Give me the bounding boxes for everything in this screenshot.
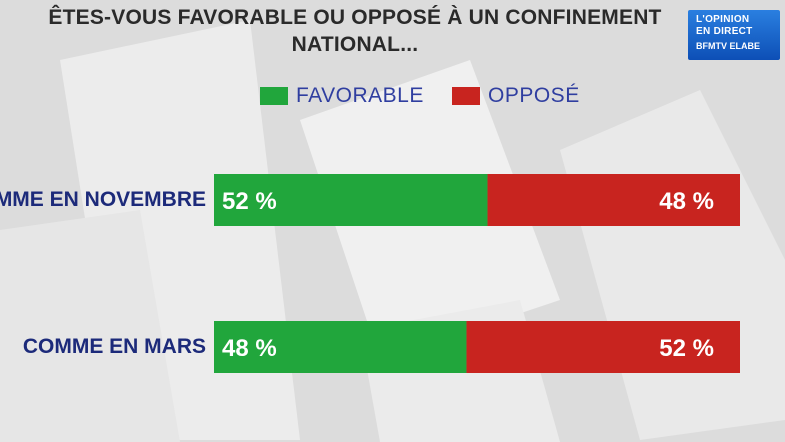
legend-swatch-favorable: [260, 87, 288, 105]
legend-label-favorable: FAVORABLE: [296, 84, 424, 107]
legend-swatch-oppose: [452, 87, 480, 105]
category-label-novembre: COMME EN NOVEMBRE: [0, 188, 206, 211]
data-label-novembre-favorable: 52 %: [222, 188, 277, 215]
data-label-novembre-oppose: 48 %: [659, 188, 714, 215]
data-label-mars-favorable: 48 %: [222, 335, 277, 362]
bar-novembre-favorable: [214, 174, 488, 226]
chart-title: ÊTES-VOUS FAVORABLE OU OPPOSÉ À UN CONFI…: [48, 6, 662, 56]
bar-novembre-oppose: [487, 174, 740, 226]
bar-mars-oppose: [466, 321, 740, 373]
data-label-mars-oppose: 52 %: [659, 335, 714, 362]
legend-item-oppose: OPPOSÉ: [452, 84, 580, 108]
bfmtv-elabe-logo: L'OPINION EN DIRECT BFMTV ELABE: [688, 10, 780, 60]
bar-mars-favorable: [214, 321, 467, 373]
legend-item-favorable: FAVORABLE: [260, 84, 424, 108]
logo-line-3: BFMTV ELABE: [696, 41, 760, 51]
category-label-mars: COMME EN MARS: [22, 335, 206, 358]
logo-line-1: L'OPINION: [696, 14, 750, 25]
legend-label-oppose: OPPOSÉ: [488, 84, 580, 107]
logo-line-2: EN DIRECT: [696, 26, 753, 37]
